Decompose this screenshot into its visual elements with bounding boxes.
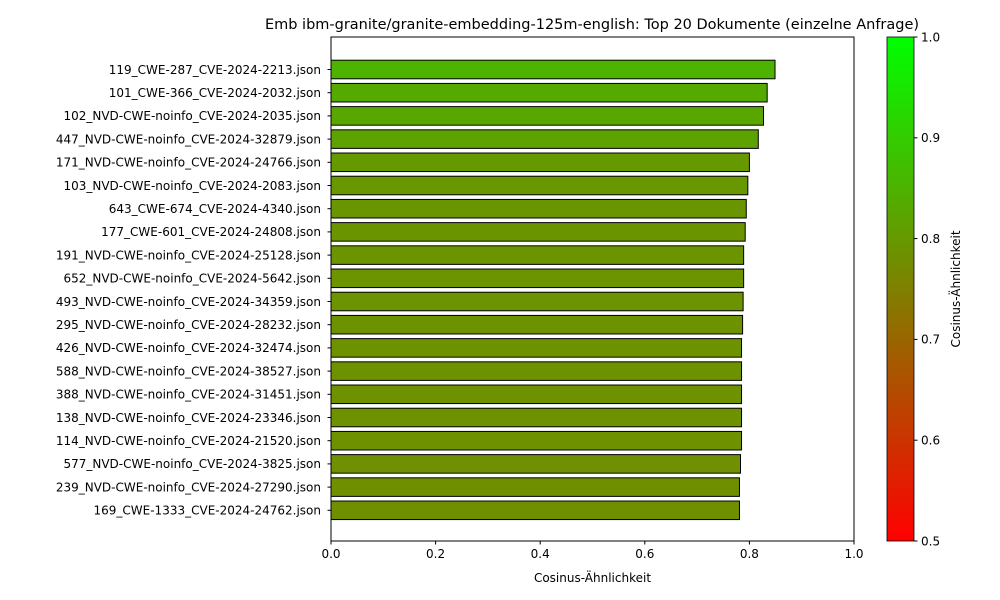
bar bbox=[330, 291, 744, 312]
x-tick-label: 1.0 bbox=[844, 547, 863, 561]
y-tick-label: 103_NVD-CWE-noinfo_CVE-2024-2083.json bbox=[63, 179, 321, 193]
bar bbox=[330, 82, 768, 103]
y-tick-label: 295_NVD-CWE-noinfo_CVE-2024-28232.json bbox=[56, 318, 321, 332]
colorbar-label: Cosinus-Ähnlichkeit bbox=[948, 230, 963, 347]
y-tick-label: 388_NVD-CWE-noinfo_CVE-2024-31451.json bbox=[56, 388, 321, 402]
bar bbox=[330, 59, 776, 80]
x-tick-label: 0.6 bbox=[635, 547, 654, 561]
colorbar: 0.5 0.6 0.7 0.8 0.9 1.0 Cosinus-Ähnlichkeit bbox=[886, 30, 963, 548]
y-tick-label: 191_NVD-CWE-noinfo_CVE-2024-25128.json bbox=[56, 248, 321, 262]
colorbar-ticks: 0.5 0.6 0.7 0.8 0.9 1.0 bbox=[914, 30, 940, 548]
bar bbox=[330, 268, 745, 289]
y-tick-label: 588_NVD-CWE-noinfo_CVE-2024-38527.json bbox=[56, 364, 321, 378]
plot-frame bbox=[330, 36, 855, 542]
colorbar-tick-label: 0.6 bbox=[921, 434, 940, 448]
bar bbox=[330, 222, 746, 242]
bar bbox=[330, 361, 743, 381]
bar bbox=[330, 314, 744, 335]
y-tick-label: 138_NVD-CWE-noinfo_CVE-2024-23346.json bbox=[56, 411, 321, 425]
y-tick-label: 169_CWE-1333_CVE-2024-24762.json bbox=[94, 504, 322, 518]
y-tick-label: 493_NVD-CWE-noinfo_CVE-2024-34359.json bbox=[56, 295, 321, 309]
colorbar-tick-label: 0.5 bbox=[921, 534, 940, 548]
y-tick-label: 426_NVD-CWE-noinfo_CVE-2024-32474.json bbox=[56, 341, 321, 355]
y-tick-labels: 119_CWE-287_CVE-2024-2213.json 101_CWE-36… bbox=[56, 63, 331, 518]
bar bbox=[330, 500, 740, 521]
y-tick-label: 114_NVD-CWE-noinfo_CVE-2024-21520.json bbox=[56, 434, 321, 448]
colorbar-tick-label: 0.9 bbox=[921, 131, 940, 145]
bar bbox=[330, 106, 765, 126]
bar bbox=[330, 245, 745, 265]
x-tick-label: 0.0 bbox=[321, 547, 340, 561]
colorbar-tick-label: 0.8 bbox=[921, 232, 940, 246]
colorbar-gradient bbox=[886, 36, 915, 542]
x-axis-label: Cosinus-Ähnlichkeit bbox=[534, 570, 651, 585]
colorbar-tick-label: 0.7 bbox=[921, 333, 940, 347]
bar bbox=[330, 477, 740, 497]
y-tick-label: 171_NVD-CWE-noinfo_CVE-2024-24766.json bbox=[56, 156, 321, 170]
bar bbox=[330, 129, 759, 149]
bar bbox=[330, 175, 749, 196]
y-tick-label: 102_NVD-CWE-noinfo_CVE-2024-2035.json bbox=[63, 109, 321, 123]
y-tick-label: 119_CWE-287_CVE-2024-2213.json bbox=[109, 63, 321, 77]
bar bbox=[330, 152, 750, 173]
colorbar-tick-label: 1.0 bbox=[921, 30, 940, 44]
bar bbox=[330, 338, 743, 358]
bar bbox=[330, 384, 743, 405]
bar bbox=[330, 454, 742, 474]
bar bbox=[330, 198, 747, 219]
x-axis: 0.0 0.2 0.4 0.6 0.8 1.0 bbox=[321, 541, 864, 561]
y-tick-label: 652_NVD-CWE-noinfo_CVE-2024-5642.json bbox=[63, 272, 321, 286]
y-tick-label: 643_CWE-674_CVE-2024-4340.json bbox=[109, 202, 321, 216]
x-tick-label: 0.4 bbox=[531, 547, 550, 561]
bar bbox=[330, 407, 743, 428]
x-tick-label: 0.2 bbox=[426, 547, 445, 561]
bars-group bbox=[330, 59, 776, 521]
y-tick-label: 239_NVD-CWE-noinfo_CVE-2024-27290.json bbox=[56, 480, 321, 494]
y-tick-label: 577_NVD-CWE-noinfo_CVE-2024-3825.json bbox=[63, 457, 321, 471]
y-tick-label: 101_CWE-366_CVE-2024-2032.json bbox=[109, 86, 321, 100]
x-tick-label: 0.8 bbox=[740, 547, 759, 561]
y-tick-label: 447_NVD-CWE-noinfo_CVE-2024-32879.json bbox=[56, 132, 321, 146]
y-tick-label: 177_CWE-601_CVE-2024-24808.json bbox=[101, 225, 321, 239]
bar bbox=[330, 430, 743, 451]
chart-title: Emb ibm-granite/granite-embedding-125m-e… bbox=[265, 17, 919, 33]
